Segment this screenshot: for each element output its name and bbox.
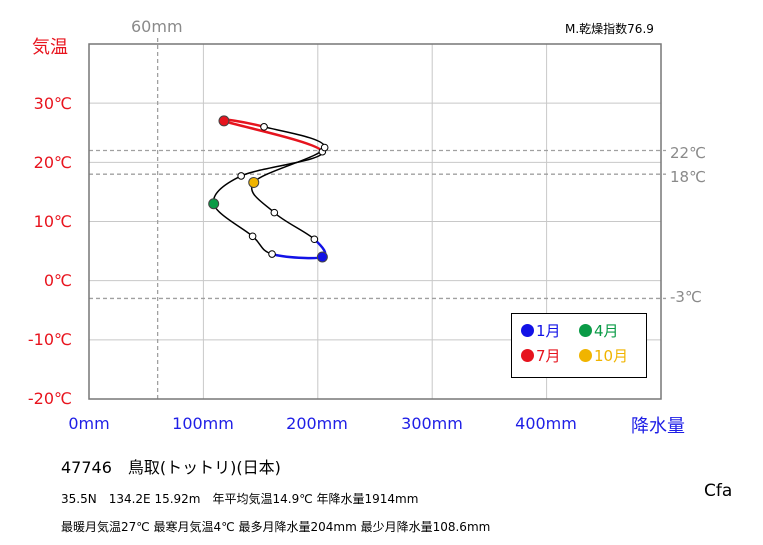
month-point <box>270 208 279 217</box>
reference-label-18c: 18℃ <box>670 168 706 186</box>
station-name: 47746 鳥取(トットリ)(日本) <box>61 458 281 477</box>
y-tick-label: 10℃ <box>33 212 72 231</box>
month-point-highlight <box>208 198 220 210</box>
month-point <box>248 232 257 241</box>
legend-dot <box>521 349 534 362</box>
x-tick-label: 300mm <box>401 414 463 433</box>
x-tick-label: 100mm <box>172 414 234 433</box>
legend: 1月 4月 7月 10月 <box>511 313 647 378</box>
y-tick-label: 30℃ <box>33 94 72 113</box>
month-point <box>237 172 245 180</box>
climate-curve-segment <box>223 119 324 153</box>
station-info-line1: 35.5N 134.2E 15.92m 年平均気温14.9℃ 年降水量1914m… <box>61 492 419 506</box>
legend-label: 1月 <box>536 322 561 340</box>
y-axis-title: 気温 <box>32 37 68 58</box>
legend-item-oct: 10月 <box>579 345 628 366</box>
month-point-highlight <box>248 176 260 188</box>
legend-item-jan: 1月 <box>521 320 561 341</box>
y-tick-label: -20℃ <box>27 389 72 408</box>
month-point <box>320 143 329 152</box>
legend-item-jul: 7月 <box>521 345 561 366</box>
legend-dot <box>579 349 592 362</box>
legend-item-apr: 4月 <box>579 320 619 341</box>
x-tick-label: 400mm <box>515 414 577 433</box>
y-tick-label: 0℃ <box>43 271 72 290</box>
month-point <box>310 235 319 244</box>
climate-class: Cfa <box>704 481 733 501</box>
month-point-highlight <box>218 115 230 127</box>
y-tick-label: 20℃ <box>33 153 72 172</box>
x-tick-label: 0mm <box>68 414 110 433</box>
legend-dot <box>521 324 534 337</box>
legend-label: 10月 <box>594 347 629 365</box>
station-info-line2: 最暖月気温27℃ 最寒月気温4℃ 最多月降水量204mm 最少月降水量108.6… <box>61 520 491 534</box>
plot-frame <box>88 43 662 400</box>
legend-dot <box>579 324 592 337</box>
reference-label-60mm: 60mm <box>131 17 183 36</box>
month-point <box>260 123 268 131</box>
month-point-highlight <box>316 251 328 263</box>
y-tick-label: -10℃ <box>27 330 72 349</box>
month-point <box>268 250 276 258</box>
legend-label: 7月 <box>536 347 561 365</box>
reference-label-22c: 22℃ <box>670 144 706 162</box>
x-tick-label: 200mm <box>286 414 348 433</box>
legend-label: 4月 <box>594 322 619 340</box>
reference-label-minus3c: -3℃ <box>670 288 702 306</box>
dryness-index: M.乾燥指数76.9 <box>565 22 654 36</box>
x-axis-title: 降水量 <box>631 416 685 437</box>
